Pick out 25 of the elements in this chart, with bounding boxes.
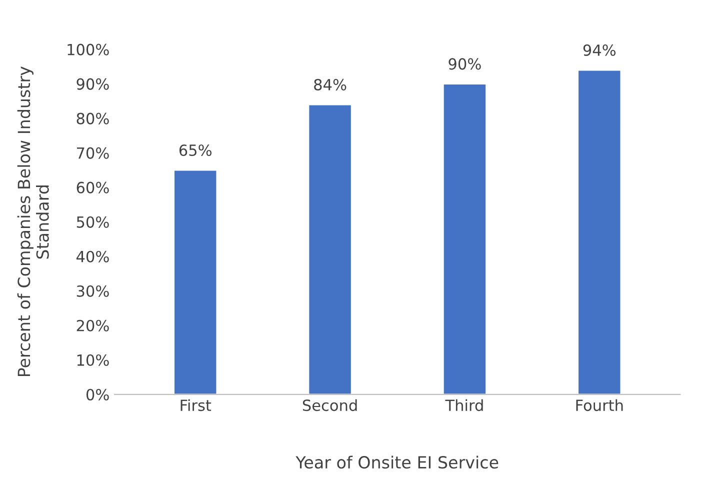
- y-tick-label: 100%: [68, 44, 109, 56]
- x-tick-label: Fourth: [576, 399, 623, 412]
- bar: [173, 169, 218, 394]
- y-tick-label: 40%: [76, 250, 109, 262]
- y-tick-label: 20%: [76, 320, 109, 332]
- x-tick-label: First: [180, 399, 212, 412]
- y-tick-label: 60%: [76, 182, 109, 194]
- x-tick-label: Third: [445, 399, 483, 412]
- x-tick-label: Second: [302, 399, 357, 412]
- bar: [577, 69, 622, 394]
- bar: [308, 104, 352, 394]
- y-tick-label: 10%: [77, 354, 109, 366]
- y-tick-label: 90%: [76, 78, 109, 90]
- y-tick-label: 70%: [76, 147, 109, 159]
- x-axis-title: Year of Onsite EI Service: [296, 456, 498, 469]
- y-tick-label: 30%: [76, 285, 109, 297]
- y-tick-label: 0%: [86, 388, 109, 400]
- y-tick-label: 50%: [76, 216, 109, 228]
- y-tick-label: 80%: [76, 112, 109, 124]
- data-label: 84%: [314, 78, 346, 90]
- y-axis-title: Percent of Companies Below Industry Standard: [17, 66, 49, 376]
- data-label: 90%: [448, 58, 481, 70]
- bar: [442, 83, 487, 394]
- data-label: 65%: [179, 144, 212, 156]
- data-label: 94%: [583, 44, 616, 56]
